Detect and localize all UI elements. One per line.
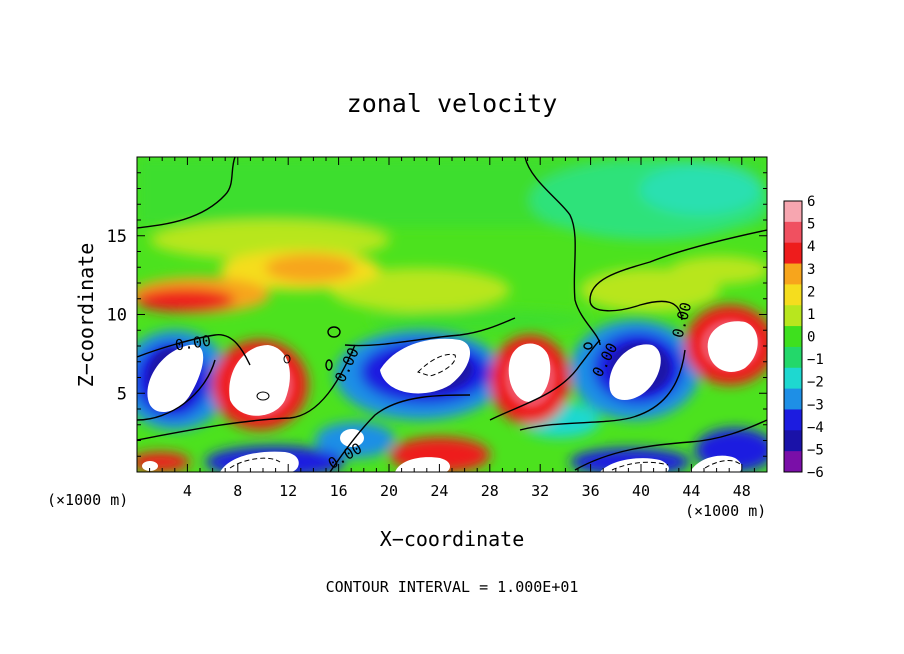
colorbar-swatch xyxy=(784,430,802,452)
colorbar: 6 5 4 3 2 1 0 −1 −2 −3 −4 −5 −6 xyxy=(783,194,824,481)
x-tick-label: 24 xyxy=(430,482,448,500)
colorbar-label: 2 xyxy=(807,284,815,300)
colorbar-swatch xyxy=(784,221,802,244)
x-unit-right: (×1000 m) xyxy=(685,502,766,520)
contour-label: 0.00 xyxy=(174,332,212,355)
x-axis: 4 8 12 16 20 24 28 32 36 40 44 48 xyxy=(149,157,755,500)
colorbar-swatch xyxy=(784,305,802,327)
plot-area: 0.00 0.00 0.00 0.00 0.00 xyxy=(137,157,767,472)
colorbar-swatch xyxy=(784,346,802,369)
colorbar-swatch xyxy=(784,451,802,473)
colorbar-label: 0 xyxy=(807,330,815,346)
chart-title: zonal velocity xyxy=(347,89,558,118)
colorbar-label: −6 xyxy=(807,465,824,481)
x-tick-label: 48 xyxy=(733,482,751,500)
y-tick-label: 5 xyxy=(117,384,127,404)
x-tick-label: 4 xyxy=(183,482,192,500)
colorbar-label: 4 xyxy=(807,239,815,255)
colorbar-swatch xyxy=(784,263,802,285)
colorbar-label: −3 xyxy=(807,397,824,413)
x-tick-label: 44 xyxy=(682,482,700,500)
colorbar-swatch xyxy=(784,242,802,265)
y-tick-label: 15 xyxy=(107,227,127,247)
colorbar-swatch xyxy=(784,367,802,390)
x-tick-label: 12 xyxy=(279,482,297,500)
x-tick-label: 20 xyxy=(380,482,398,500)
contour-lines xyxy=(137,157,767,472)
y-axis: 5 10 15 xyxy=(107,172,767,457)
colorbar-swatch xyxy=(784,409,802,431)
colorbar-label: 6 xyxy=(807,194,815,210)
x-tick-label: 16 xyxy=(330,482,348,500)
x-tick-label: 36 xyxy=(582,482,600,500)
colorbar-swatch xyxy=(784,326,802,348)
colorbar-frame xyxy=(783,200,803,473)
colorbar-swatch xyxy=(784,388,802,410)
colorbar-label: 5 xyxy=(807,217,815,233)
y-tick-label: 10 xyxy=(107,306,127,326)
x-tick-label: 40 xyxy=(632,482,650,500)
colorbar-swatch xyxy=(784,284,802,306)
x-unit-left: (×1000 m) xyxy=(47,491,128,509)
upper-field xyxy=(137,157,767,330)
colorbar-label: −5 xyxy=(807,442,824,458)
x-tick-label: 32 xyxy=(531,482,549,500)
colorbar-label: −2 xyxy=(807,375,824,391)
colorbar-label: −4 xyxy=(807,420,824,436)
colorbar-label: 1 xyxy=(807,307,815,323)
colorbar-swatch xyxy=(784,201,802,223)
y-axis-label: Z−coordinate xyxy=(74,243,98,388)
x-tick-label: 8 xyxy=(233,482,242,500)
x-axis-label: X−coordinate xyxy=(380,527,525,551)
saturated-regions xyxy=(142,321,758,472)
colorbar-label: 3 xyxy=(807,262,815,278)
colorbar-label: −1 xyxy=(807,352,824,368)
x-tick-label: 28 xyxy=(481,482,499,500)
contour-interval-footer: CONTOUR INTERVAL = 1.000E+01 xyxy=(326,578,579,596)
